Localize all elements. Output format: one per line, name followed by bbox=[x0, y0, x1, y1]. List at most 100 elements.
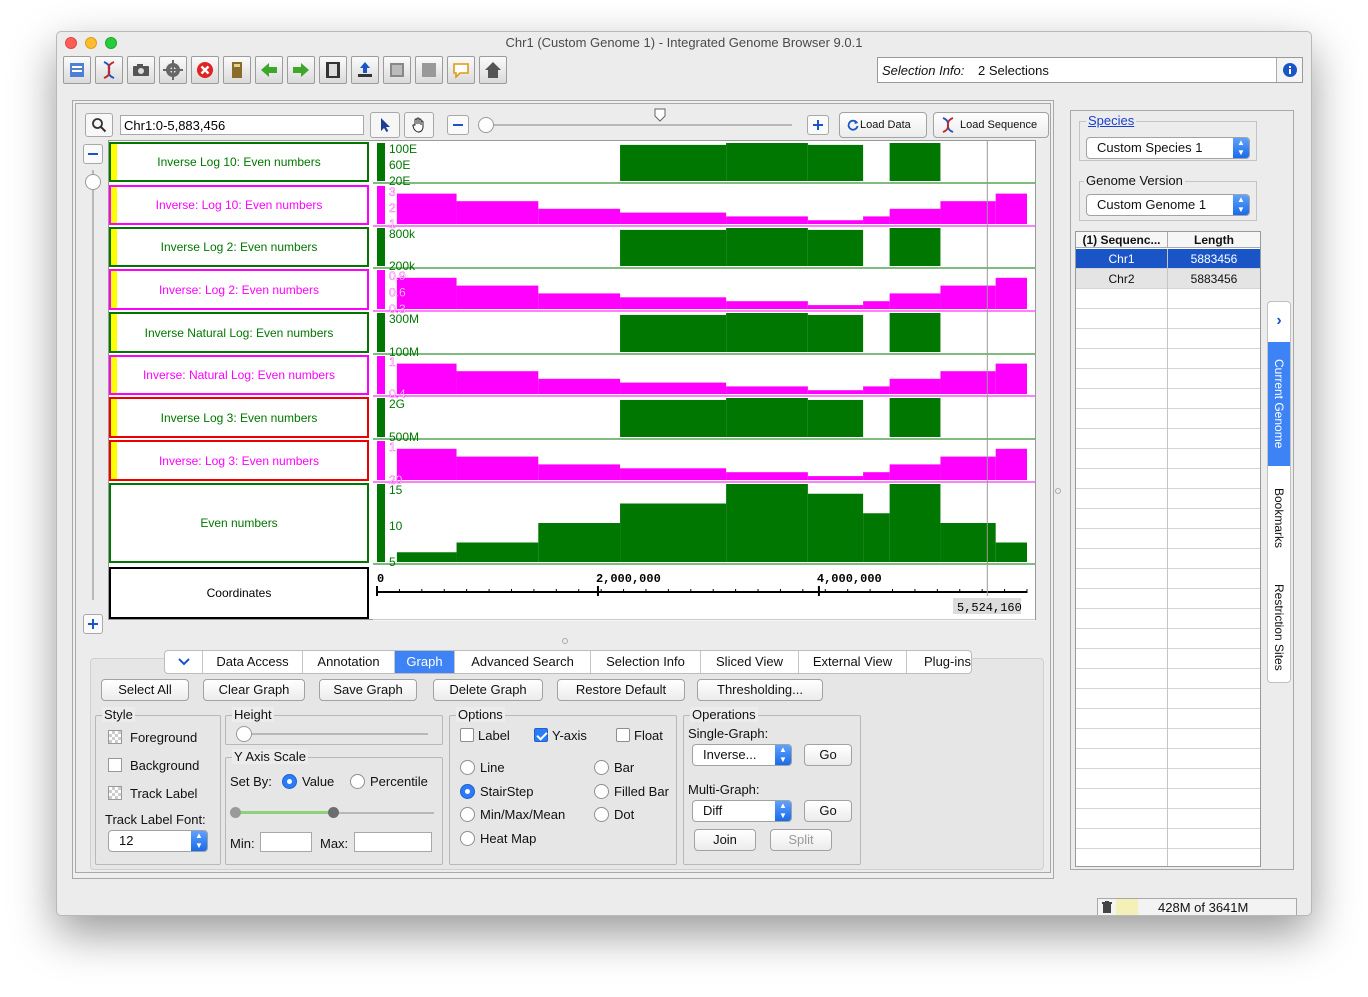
graph-canvas[interactable]: 100E60E20E321800k200k0.90.60.3300M100M10… bbox=[373, 141, 1035, 621]
species-select[interactable]: Custom Species 1 ▲ ▼ bbox=[1086, 137, 1250, 159]
sequence-column-header[interactable]: (1) Sequenc... bbox=[1076, 232, 1168, 248]
delete-graph-button[interactable]: Delete Graph bbox=[433, 679, 543, 701]
select-all-button[interactable]: Select All bbox=[101, 679, 189, 701]
right-arrow-button[interactable] bbox=[287, 56, 315, 84]
heat-map-radio[interactable] bbox=[460, 831, 475, 846]
dna-button[interactable] bbox=[95, 56, 123, 84]
dot-radio[interactable] bbox=[594, 807, 609, 822]
book-button[interactable] bbox=[223, 56, 251, 84]
track-label[interactable]: Inverse: Natural Log: Even numbers bbox=[109, 355, 369, 395]
info-icon[interactable] bbox=[1276, 58, 1302, 82]
genome-version-select[interactable]: Custom Genome 1 ▲ ▼ bbox=[1086, 194, 1250, 216]
single-graph-select[interactable]: Inverse... ▲ ▼ bbox=[692, 744, 792, 766]
stop-button[interactable] bbox=[191, 56, 219, 84]
line-radio[interactable] bbox=[460, 760, 475, 775]
vertical-zoom-out-button[interactable] bbox=[83, 144, 103, 164]
join-button[interactable]: Join bbox=[694, 829, 756, 851]
scale-max-knob[interactable] bbox=[328, 807, 339, 818]
zoom-search-icon[interactable] bbox=[85, 113, 113, 137]
zoom-slider[interactable] bbox=[478, 108, 792, 133]
vertical-zoom-knob[interactable] bbox=[85, 174, 101, 190]
collapse-tab-button[interactable] bbox=[165, 651, 203, 673]
vtab-bookmarks[interactable]: Bookmarks bbox=[1272, 487, 1286, 549]
home-button[interactable] bbox=[479, 56, 507, 84]
filled-bar-radio[interactable] bbox=[594, 784, 609, 799]
load-data-button[interactable]: Load Data bbox=[839, 112, 927, 138]
tab-sliced-view[interactable]: Sliced View bbox=[701, 651, 799, 673]
track-label[interactable]: Inverse Log 2: Even numbers bbox=[109, 227, 369, 267]
tab-data-access[interactable]: Data Access bbox=[203, 651, 303, 673]
open-file-button[interactable] bbox=[63, 56, 91, 84]
track-label[interactable]: Inverse Natural Log: Even numbers bbox=[109, 312, 369, 353]
zoom-out-button[interactable] bbox=[447, 115, 469, 135]
track-label[interactable]: Inverse: Log 10: Even numbers bbox=[109, 185, 369, 225]
zoom-window-button[interactable] bbox=[105, 37, 117, 49]
scale-percentile-radio[interactable] bbox=[350, 774, 365, 789]
tab-advanced-search[interactable]: Advanced Search bbox=[455, 651, 591, 673]
pan-tool-button[interactable] bbox=[404, 112, 434, 138]
film-button[interactable] bbox=[319, 56, 347, 84]
restore-default-button[interactable]: Restore Default bbox=[557, 679, 685, 701]
vertical-zoom-in-button[interactable] bbox=[83, 614, 103, 634]
table-row[interactable]: Chr2 5883456 bbox=[1076, 269, 1260, 289]
trash-icon[interactable] bbox=[1098, 899, 1116, 915]
tab-external-view[interactable]: External View bbox=[799, 651, 907, 673]
background-color-swatch[interactable] bbox=[108, 758, 122, 772]
track-label[interactable]: Inverse Log 10: Even numbers bbox=[109, 142, 369, 182]
tab-graph[interactable]: Graph bbox=[395, 651, 455, 673]
track-label[interactable]: Inverse: Log 2: Even numbers bbox=[109, 269, 369, 310]
float-checkbox[interactable] bbox=[616, 728, 630, 742]
split-button[interactable]: Split bbox=[770, 829, 832, 851]
vtab-restriction-sites[interactable]: Restriction Sites bbox=[1272, 583, 1286, 671]
max-input[interactable] bbox=[354, 832, 432, 852]
gear-button[interactable] bbox=[159, 56, 187, 84]
track-label[interactable]: Inverse Log 3: Even numbers bbox=[109, 397, 369, 438]
vtab-current-genome[interactable]: Current Genome bbox=[1268, 342, 1290, 466]
scale-min-knob[interactable] bbox=[230, 807, 241, 818]
camera-button[interactable] bbox=[127, 56, 155, 84]
minmaxmean-radio[interactable] bbox=[460, 807, 475, 822]
scale-value-radio[interactable] bbox=[282, 774, 297, 789]
zoom-in-button[interactable] bbox=[807, 115, 829, 135]
minimize-window-button[interactable] bbox=[85, 37, 97, 49]
track-label-font-select[interactable]: 12 ▲ ▼ bbox=[108, 830, 208, 852]
panel-button[interactable] bbox=[383, 56, 411, 84]
track-label[interactable]: Coordinates bbox=[109, 567, 369, 619]
length-column-header[interactable]: Length bbox=[1194, 233, 1234, 247]
zoom-slider-knob[interactable] bbox=[654, 108, 666, 122]
label-checkbox[interactable] bbox=[460, 728, 474, 742]
track-label[interactable]: Even numbers bbox=[109, 483, 369, 563]
split-handle-icon[interactable] bbox=[562, 638, 568, 644]
collapse-side-panel-icon[interactable]: › bbox=[1276, 312, 1282, 329]
save-graph-button[interactable]: Save Graph bbox=[319, 679, 417, 701]
grid-button[interactable] bbox=[415, 56, 443, 84]
location-input[interactable] bbox=[120, 115, 364, 135]
y-axis-checkbox[interactable] bbox=[534, 728, 548, 742]
export-button[interactable] bbox=[351, 56, 379, 84]
clear-graph-button[interactable]: Clear Graph bbox=[203, 679, 305, 701]
vertical-zoom-slider[interactable] bbox=[92, 170, 94, 600]
multi-graph-select[interactable]: Diff ▲ ▼ bbox=[692, 800, 792, 822]
left-arrow-button[interactable] bbox=[255, 56, 283, 84]
track-label[interactable]: Inverse: Log 3: Even numbers bbox=[109, 440, 369, 481]
track-label-color-swatch[interactable] bbox=[108, 786, 122, 800]
thresholding-button[interactable]: Thresholding... bbox=[697, 679, 823, 701]
species-link[interactable]: Species bbox=[1086, 113, 1137, 128]
load-sequence-button[interactable]: Load Sequence bbox=[933, 112, 1049, 138]
min-input[interactable] bbox=[260, 832, 312, 852]
close-window-button[interactable] bbox=[65, 37, 77, 49]
tab-selection-info[interactable]: Selection Info bbox=[591, 651, 701, 673]
speech-button[interactable] bbox=[447, 56, 475, 84]
main-split-handle-icon[interactable] bbox=[1055, 488, 1061, 494]
table-row[interactable]: Chr1 5883456 bbox=[1076, 249, 1260, 269]
multi-graph-go-button[interactable]: Go bbox=[804, 800, 852, 822]
tab-plug-ins[interactable]: Plug-ins bbox=[907, 651, 971, 673]
foreground-color-swatch[interactable] bbox=[108, 730, 122, 744]
tab-annotation[interactable]: Annotation bbox=[303, 651, 395, 673]
bar-radio[interactable] bbox=[594, 760, 609, 775]
height-slider-knob[interactable] bbox=[236, 726, 252, 742]
select-tool-button[interactable] bbox=[370, 112, 400, 138]
single-graph-go-button[interactable]: Go bbox=[804, 744, 852, 766]
zoom-slider-left-knob[interactable] bbox=[478, 117, 494, 133]
stairstep-radio[interactable] bbox=[460, 784, 475, 799]
